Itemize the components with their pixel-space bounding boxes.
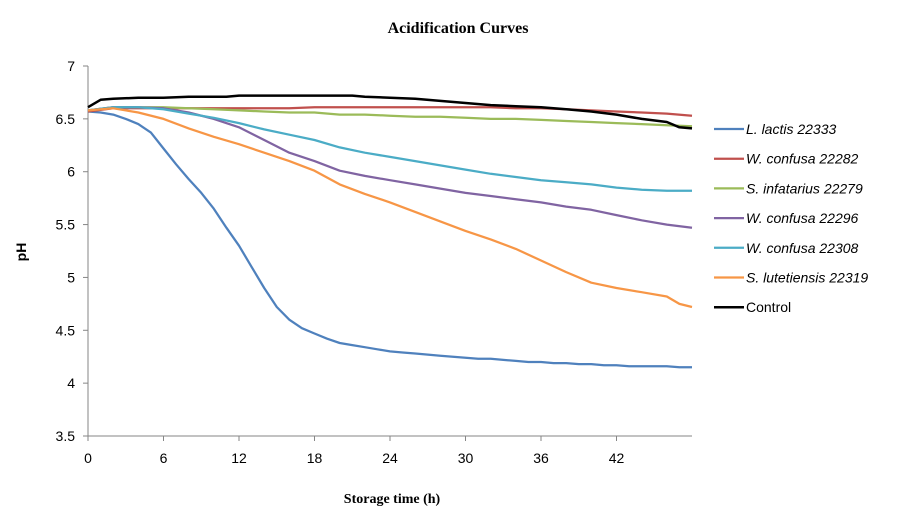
chart-title: Acidification Curves <box>388 20 529 37</box>
series-line-l-lactis-22333 <box>87 110 692 369</box>
legend-label-s-lutetiensis-22319: S. lutetiensis 22319 <box>746 270 868 286</box>
series-line-s-infatarius-22279 <box>87 106 693 128</box>
y-ticks: 3.5 4 4.5 5 5.5 6 6.5 7 <box>56 58 88 444</box>
y-tick-label: 6 <box>67 164 75 180</box>
x-tick-label: 36 <box>533 450 549 466</box>
series-lines <box>87 94 693 369</box>
series-line-control <box>87 94 693 130</box>
x-tick-label: 0 <box>84 450 92 466</box>
x-tick-label: 12 <box>231 450 247 466</box>
legend-label-control: Control <box>746 299 791 315</box>
x-tick-label: 30 <box>458 450 474 466</box>
legend-label-s-infatarius-22279: S. infatarius 22279 <box>746 180 863 196</box>
x-tick-label: 6 <box>160 450 168 466</box>
y-tick-label: 5.5 <box>56 217 76 233</box>
y-tick-label: 5 <box>67 269 75 285</box>
series-line-w-confusa-22308 <box>87 106 692 192</box>
y-tick-label: 4.5 <box>56 322 76 338</box>
legend-label-l-lactis-22333: L. lactis 22333 <box>746 121 836 137</box>
y-tick-label: 7 <box>67 58 75 74</box>
y-tick-label: 4 <box>67 375 75 391</box>
x-tick-label: 42 <box>609 450 625 466</box>
x-tick-label: 18 <box>307 450 323 466</box>
y-tick-label: 3.5 <box>56 428 76 444</box>
legend-label-w-confusa-22296: W. confusa 22296 <box>746 210 859 226</box>
y-axis-label: pH <box>13 243 29 262</box>
x-tick-label: 24 <box>382 450 398 466</box>
series-line-s-lutetiensis-22319 <box>87 107 693 309</box>
legend: L. lactis 22333 W. confusa 22282 S. infata… <box>714 121 868 315</box>
legend-label-w-confusa-22282: W. confusa 22282 <box>746 151 859 167</box>
y-tick-label: 6.5 <box>56 111 76 127</box>
legend-label-w-confusa-22308: W. confusa 22308 <box>746 240 859 256</box>
x-axis-label: Storage time (h) <box>344 492 441 507</box>
x-ticks: 0 6 12 18 24 30 36 42 <box>84 436 624 466</box>
